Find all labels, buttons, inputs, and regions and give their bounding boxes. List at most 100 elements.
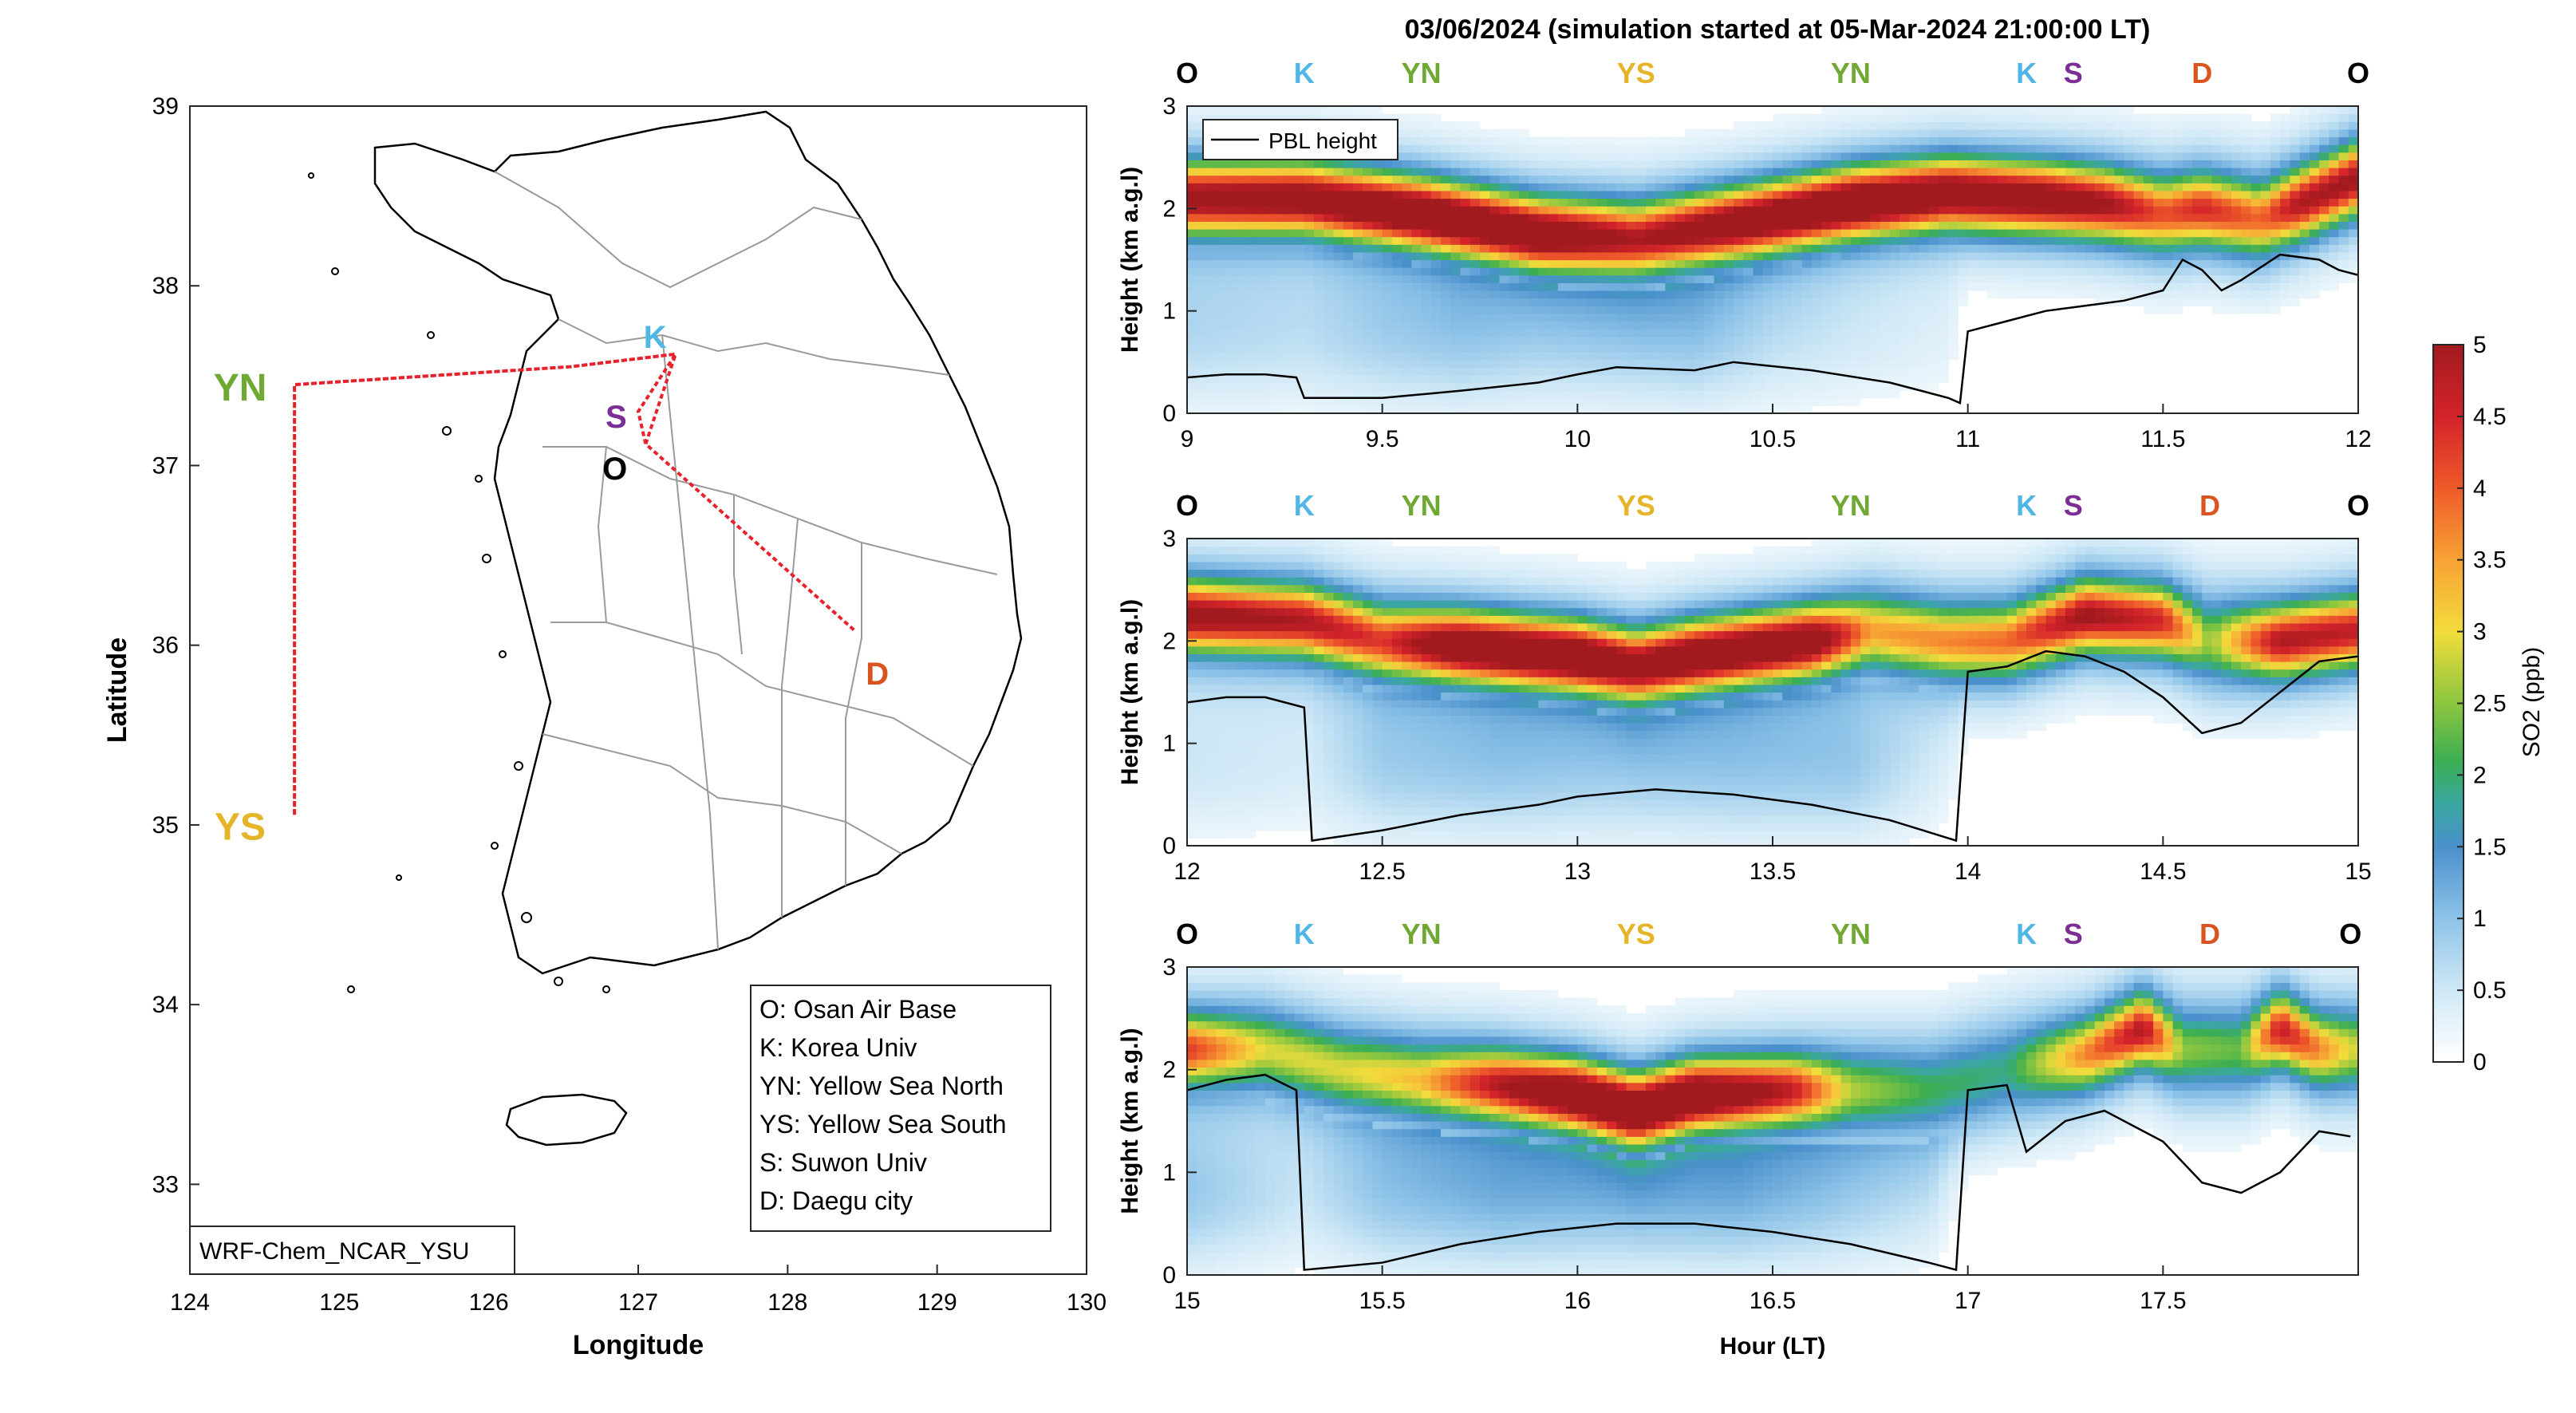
heatmap-cell <box>2348 251 2358 261</box>
heatmap-cell <box>1860 106 1871 115</box>
heatmap-cell <box>1391 577 1402 586</box>
heatmap-cell <box>1382 183 1393 191</box>
heatmap-cell <box>1977 152 1988 160</box>
heatmap-cell <box>1275 251 1285 261</box>
heatmap-cell <box>2192 290 2203 299</box>
heatmap-cell <box>1655 352 1667 361</box>
heatmap-cell <box>1382 607 1393 616</box>
heatmap-cell <box>1460 336 1471 345</box>
heatmap-cell <box>1821 298 1832 306</box>
heatmap-cell <box>1557 367 1568 376</box>
heatmap-cell <box>2065 128 2076 138</box>
heatmap-cell <box>1987 259 1998 268</box>
heatmap-cell <box>1860 251 1871 261</box>
heatmap-cell <box>2133 113 2144 122</box>
heatmap-cell <box>1782 206 1793 215</box>
heatmap-cell <box>1655 236 1667 245</box>
heatmap-cell <box>1225 359 1237 368</box>
heatmap-cell <box>2329 183 2340 191</box>
heatmap-cell <box>1557 336 1568 345</box>
heatmap-cell <box>2290 168 2301 176</box>
heatmap-cell <box>1324 723 1335 732</box>
heatmap-cell <box>1919 229 1930 238</box>
heatmap-cell <box>1645 236 1656 245</box>
heatmap-cell <box>1889 183 1900 191</box>
heatmap-cell <box>1518 374 1529 384</box>
heatmap-cell <box>1529 382 1539 391</box>
heatmap-cell <box>1402 329 1412 337</box>
heatmap-cell <box>2299 251 2310 261</box>
heatmap-cell <box>1675 290 1686 299</box>
heatmap-cell <box>2329 229 2340 238</box>
heatmap-cell <box>1275 274 1285 283</box>
heatmap-cell <box>2338 244 2349 253</box>
heatmap-cell <box>2153 183 2164 191</box>
heatmap-cell <box>1684 244 1695 253</box>
heatmap-cell <box>2260 160 2271 168</box>
heatmap-cell <box>1919 259 1930 268</box>
heatmap-cell <box>1225 306 1237 314</box>
heatmap-cell <box>1499 229 1510 238</box>
heatmap-cell <box>1801 282 1813 291</box>
heatmap-cell <box>1363 577 1374 586</box>
heatmap-cell <box>1363 807 1374 816</box>
heatmap-cell <box>1568 267 1578 276</box>
heatmap-cell <box>1958 236 1969 245</box>
heatmap-cell <box>2290 298 2301 306</box>
heatmap-cell <box>2143 267 2154 276</box>
heatmap-cell <box>1655 229 1667 238</box>
heatmap-cell <box>1714 259 1725 268</box>
heatmap-cell <box>1909 229 1920 238</box>
heatmap-cell <box>1792 168 1803 176</box>
heatmap-cell <box>1187 730 1197 739</box>
heatmap-cell <box>1723 290 1734 299</box>
heatmap-cell <box>1284 600 1296 609</box>
heatmap-cell <box>1255 229 1266 238</box>
heatmap-cell <box>1704 251 1715 261</box>
heatmap-cell <box>1411 206 1422 215</box>
heatmap-cell <box>1928 160 1939 168</box>
heatmap-cell <box>1880 236 1891 245</box>
heatmap-cell <box>2094 113 2105 122</box>
heatmap-cell <box>1899 298 1910 306</box>
heatmap-cell <box>1245 175 1256 184</box>
heatmap-cell <box>1850 229 1861 238</box>
heatmap-cell <box>1275 784 1285 793</box>
heatmap-cell <box>1880 359 1891 368</box>
heatmap-cell <box>1948 336 1959 345</box>
heatmap-cell <box>1635 290 1647 299</box>
heatmap-cell <box>1352 661 1363 670</box>
heatmap-cell <box>1264 799 1276 808</box>
heatmap-cell <box>1958 206 1969 215</box>
heatmap-cell <box>1782 190 1793 199</box>
heatmap-cell <box>1753 198 1764 207</box>
heatmap-cell <box>1734 382 1744 391</box>
heatmap-cell <box>1324 607 1335 616</box>
heatmap-cell <box>2211 274 2223 283</box>
heatmap-cell <box>1225 700 1237 708</box>
heatmap-cell <box>1225 344 1237 353</box>
heatmap-cell <box>1197 313 1208 322</box>
heatmap-cell <box>1187 622 1197 632</box>
heatmap-cell <box>2006 274 2018 283</box>
heatmap-cell <box>1840 152 1852 160</box>
heatmap-cell <box>1753 128 1764 138</box>
heatmap-cell <box>2163 306 2174 314</box>
heatmap-cell <box>1967 152 1978 160</box>
heatmap-cell <box>2055 206 2066 215</box>
heatmap-cell <box>1596 344 1608 353</box>
heatmap-cell <box>1548 160 1559 168</box>
heatmap-cell <box>1899 206 1910 215</box>
heatmap-cell <box>2133 274 2144 283</box>
heatmap-cell <box>1402 830 1412 839</box>
heatmap-cell <box>1840 259 1852 268</box>
heatmap-cell <box>1391 776 1402 785</box>
heatmap-cell <box>1529 390 1539 399</box>
heatmap-cell <box>1333 336 1344 345</box>
heatmap-cell <box>2299 221 2310 230</box>
heatmap-cell <box>1206 823 1217 831</box>
heatmap-cell <box>1363 213 1374 222</box>
heatmap-cell <box>1314 290 1324 299</box>
heatmap-cell <box>1333 738 1344 747</box>
heatmap-cell <box>1938 168 1949 176</box>
